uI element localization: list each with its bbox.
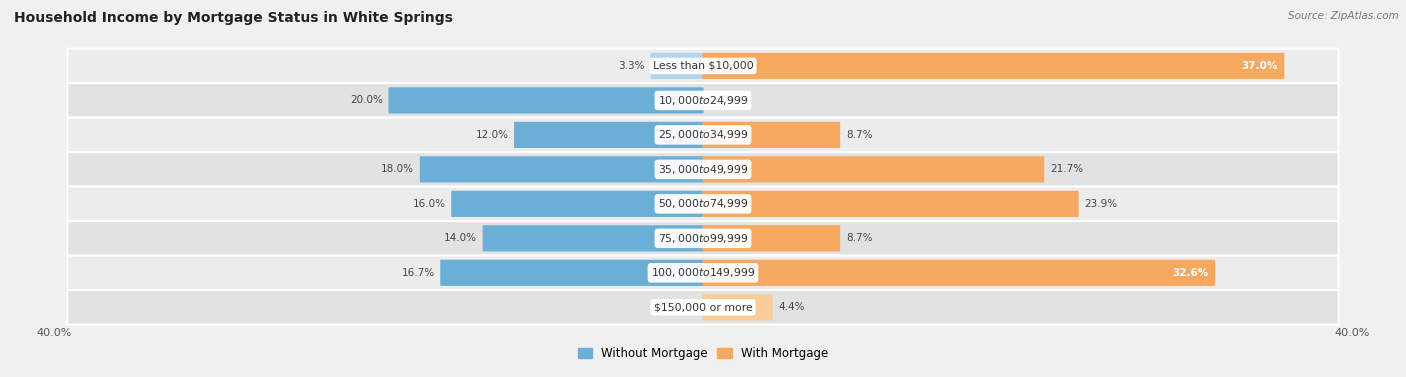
Text: 12.0%: 12.0% bbox=[475, 130, 509, 140]
Text: $75,000 to $99,999: $75,000 to $99,999 bbox=[658, 232, 748, 245]
FancyBboxPatch shape bbox=[703, 122, 841, 148]
FancyBboxPatch shape bbox=[67, 83, 1339, 118]
FancyBboxPatch shape bbox=[451, 191, 703, 217]
FancyBboxPatch shape bbox=[703, 156, 1045, 182]
Text: 40.0%: 40.0% bbox=[1334, 328, 1369, 338]
Legend: Without Mortgage, With Mortgage: Without Mortgage, With Mortgage bbox=[574, 342, 832, 365]
Text: 32.6%: 32.6% bbox=[1173, 268, 1208, 278]
FancyBboxPatch shape bbox=[703, 294, 773, 320]
Text: 40.0%: 40.0% bbox=[37, 328, 72, 338]
Text: 8.7%: 8.7% bbox=[846, 233, 872, 243]
Text: 21.7%: 21.7% bbox=[1050, 164, 1083, 175]
FancyBboxPatch shape bbox=[440, 260, 703, 286]
FancyBboxPatch shape bbox=[67, 290, 1339, 325]
Text: 16.0%: 16.0% bbox=[412, 199, 446, 209]
Text: $150,000 or more: $150,000 or more bbox=[654, 302, 752, 312]
Text: 4.4%: 4.4% bbox=[779, 302, 804, 312]
FancyBboxPatch shape bbox=[67, 187, 1339, 221]
Text: $35,000 to $49,999: $35,000 to $49,999 bbox=[658, 163, 748, 176]
Text: 0.0%: 0.0% bbox=[707, 95, 734, 106]
FancyBboxPatch shape bbox=[703, 260, 1215, 286]
FancyBboxPatch shape bbox=[67, 256, 1339, 290]
Text: Source: ZipAtlas.com: Source: ZipAtlas.com bbox=[1288, 11, 1399, 21]
Text: 8.7%: 8.7% bbox=[846, 130, 872, 140]
FancyBboxPatch shape bbox=[651, 53, 703, 79]
Text: $50,000 to $74,999: $50,000 to $74,999 bbox=[658, 197, 748, 210]
Text: 37.0%: 37.0% bbox=[1241, 61, 1278, 71]
FancyBboxPatch shape bbox=[388, 87, 703, 113]
Text: $100,000 to $149,999: $100,000 to $149,999 bbox=[651, 266, 755, 279]
FancyBboxPatch shape bbox=[67, 49, 1339, 83]
Text: 18.0%: 18.0% bbox=[381, 164, 415, 175]
Text: Less than $10,000: Less than $10,000 bbox=[652, 61, 754, 71]
FancyBboxPatch shape bbox=[515, 122, 703, 148]
FancyBboxPatch shape bbox=[703, 225, 841, 251]
Text: 0.0%: 0.0% bbox=[672, 302, 699, 312]
FancyBboxPatch shape bbox=[67, 221, 1339, 256]
FancyBboxPatch shape bbox=[67, 118, 1339, 152]
FancyBboxPatch shape bbox=[482, 225, 703, 251]
FancyBboxPatch shape bbox=[67, 152, 1339, 187]
Text: 23.9%: 23.9% bbox=[1084, 199, 1118, 209]
Text: 16.7%: 16.7% bbox=[402, 268, 434, 278]
Text: 3.3%: 3.3% bbox=[619, 61, 645, 71]
Text: Household Income by Mortgage Status in White Springs: Household Income by Mortgage Status in W… bbox=[14, 11, 453, 25]
Text: $25,000 to $34,999: $25,000 to $34,999 bbox=[658, 129, 748, 141]
Text: $10,000 to $24,999: $10,000 to $24,999 bbox=[658, 94, 748, 107]
FancyBboxPatch shape bbox=[703, 53, 1284, 79]
Text: 14.0%: 14.0% bbox=[444, 233, 477, 243]
FancyBboxPatch shape bbox=[703, 191, 1078, 217]
Text: 20.0%: 20.0% bbox=[350, 95, 382, 106]
FancyBboxPatch shape bbox=[420, 156, 703, 182]
